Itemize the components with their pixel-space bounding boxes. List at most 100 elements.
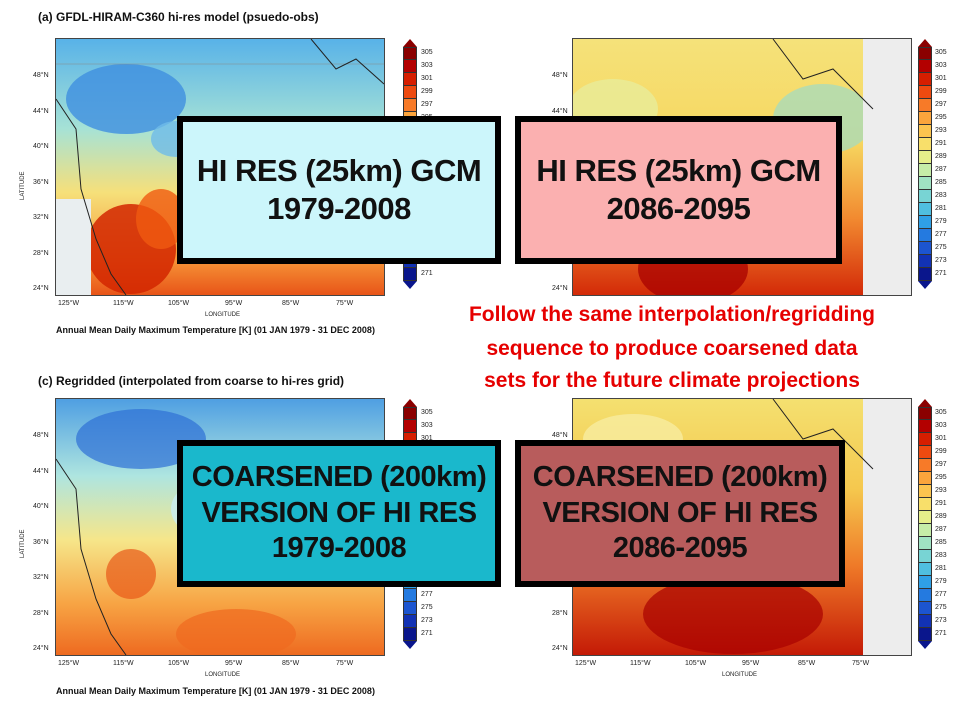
colorbar-swatch xyxy=(918,47,932,60)
colorbar-label: 273 xyxy=(935,617,947,624)
colorbar-swatch xyxy=(918,498,932,511)
lat-tick: 48°N xyxy=(33,432,49,439)
colorbar-swatch xyxy=(918,433,932,446)
colorbar-label: 299 xyxy=(421,88,433,95)
lat-tick: 24°N xyxy=(552,285,568,292)
colorbar-swatch xyxy=(918,459,932,472)
box-line-2: 1979-2008 xyxy=(267,191,411,226)
colorbar-label: 277 xyxy=(421,591,433,598)
colorbar-swatch xyxy=(918,190,932,203)
colorbar-label: 273 xyxy=(421,617,433,624)
colorbar-label: 285 xyxy=(935,179,947,186)
colorbar-label: 293 xyxy=(935,127,947,134)
colorbar-label: 303 xyxy=(935,422,947,429)
colorbar-label: 283 xyxy=(935,552,947,559)
lat-tick: 48°N xyxy=(552,432,568,439)
colorbar-swatch xyxy=(403,73,417,86)
box-line-1: COARSENED (200km) xyxy=(191,461,487,494)
coarse-future-box: COARSENED (200km) VERSION OF HI RES 2086… xyxy=(515,440,845,587)
panel-c-subtitle: Annual Mean Daily Maximum Temperature [K… xyxy=(56,686,375,696)
colorbar-label: 299 xyxy=(935,448,947,455)
colorbar-label: 295 xyxy=(935,474,947,481)
lon-tick: 115°W xyxy=(113,660,134,667)
colorbar-label: 275 xyxy=(935,244,947,251)
lat-tick: 28°N xyxy=(552,610,568,617)
colorbar-bottom-arrow xyxy=(918,641,932,649)
colorbar-label: 271 xyxy=(421,630,433,637)
lon-tick: 75°W xyxy=(852,660,870,667)
colorbar-swatch xyxy=(403,602,417,615)
colorbar-swatch xyxy=(918,576,932,589)
colorbar-swatch xyxy=(918,242,932,255)
panel-a-subtitle: Annual Mean Daily Maximum Temperature [K… xyxy=(56,325,375,335)
lon-tick: 85°W xyxy=(282,300,300,307)
colorbar-swatch xyxy=(918,485,932,498)
colorbar-swatch xyxy=(918,602,932,615)
colorbar-bottom-arrow xyxy=(403,281,417,289)
lon-tick: 95°W xyxy=(225,300,243,307)
colorbar-label: 301 xyxy=(935,435,947,442)
annotation-line-3: sets for the future climate projections xyxy=(484,369,860,392)
colorbar-label: 271 xyxy=(421,270,433,277)
lat-tick: 32°N xyxy=(33,574,49,581)
colorbar-label: 303 xyxy=(935,62,947,69)
box-line-2: 2086-2095 xyxy=(606,191,751,226)
colorbar-label: 291 xyxy=(935,140,947,147)
hires-current-box: HI RES (25km) GCM 1979-2008 xyxy=(177,116,501,264)
colorbar-swatch xyxy=(403,589,417,602)
lon-tick: 75°W xyxy=(336,660,354,667)
panel-c-title: (c) Regridded (interpolated from coarse … xyxy=(38,374,345,388)
colorbar-label: 277 xyxy=(935,231,947,238)
box-line-1: COARSENED (200km) xyxy=(532,461,828,494)
colorbar-swatch xyxy=(918,177,932,190)
colorbar-swatch xyxy=(403,628,417,641)
colorbar-label: 289 xyxy=(935,513,947,520)
panel-a-title: (a) GFDL-HIRAM-C360 hi-res model (psuedo… xyxy=(38,10,319,24)
colorbar-label: 287 xyxy=(935,526,947,533)
y-axis-label: LATITUDE xyxy=(20,529,26,558)
colorbar-label: 299 xyxy=(935,88,947,95)
colorbar-label: 277 xyxy=(935,591,947,598)
colorbar-label: 301 xyxy=(421,75,433,82)
colorbar-swatch xyxy=(918,472,932,485)
x-axis-label: LONGITUDE xyxy=(205,672,241,678)
coarse-current-box: COARSENED (200km) VERSION OF HI RES 1979… xyxy=(177,440,501,587)
colorbar-swatch xyxy=(918,255,932,268)
colorbar-bottom-arrow xyxy=(403,641,417,649)
lat-tick: 48°N xyxy=(552,72,568,79)
annotation-line-1: Follow the same interpolation/regridding xyxy=(468,303,876,326)
colorbar-b xyxy=(918,47,932,281)
colorbar-swatch xyxy=(918,511,932,524)
lon-tick: 95°W xyxy=(742,660,760,667)
colorbar-label: 291 xyxy=(935,500,947,507)
colorbar-label: 305 xyxy=(421,49,433,56)
colorbar-label: 305 xyxy=(421,409,433,416)
lon-tick: 125°W xyxy=(58,300,80,307)
lat-tick: 24°N xyxy=(552,645,568,652)
lon-tick: 85°W xyxy=(282,660,300,667)
colorbar-label: 293 xyxy=(935,487,947,494)
colorbar-d xyxy=(918,407,932,641)
colorbar-swatch xyxy=(918,589,932,602)
lon-tick: 105°W xyxy=(168,300,190,307)
lon-tick: 105°W xyxy=(168,660,190,667)
lon-tick: 115°W xyxy=(113,300,134,307)
colorbar-label: 271 xyxy=(935,630,947,637)
lon-tick: 85°W xyxy=(798,660,816,667)
lat-tick: 28°N xyxy=(33,250,49,257)
lon-tick: 75°W xyxy=(336,300,354,307)
box-line-2: VERSION OF HI RES xyxy=(542,496,818,529)
colorbar-label: 301 xyxy=(935,75,947,82)
colorbar-label: 283 xyxy=(935,192,947,199)
colorbar-swatch xyxy=(403,86,417,99)
lat-tick: 24°N xyxy=(33,285,49,292)
colorbar-swatch xyxy=(403,268,417,281)
colorbar-swatch xyxy=(918,615,932,628)
box-line-1: HI RES (25km) GCM xyxy=(196,153,482,189)
lat-tick: 40°N xyxy=(33,503,49,510)
colorbar-swatch xyxy=(918,164,932,177)
colorbar-label: 297 xyxy=(421,101,433,108)
colorbar-label: 289 xyxy=(935,153,947,160)
colorbar-swatch xyxy=(918,268,932,281)
colorbar-swatch xyxy=(403,407,417,420)
